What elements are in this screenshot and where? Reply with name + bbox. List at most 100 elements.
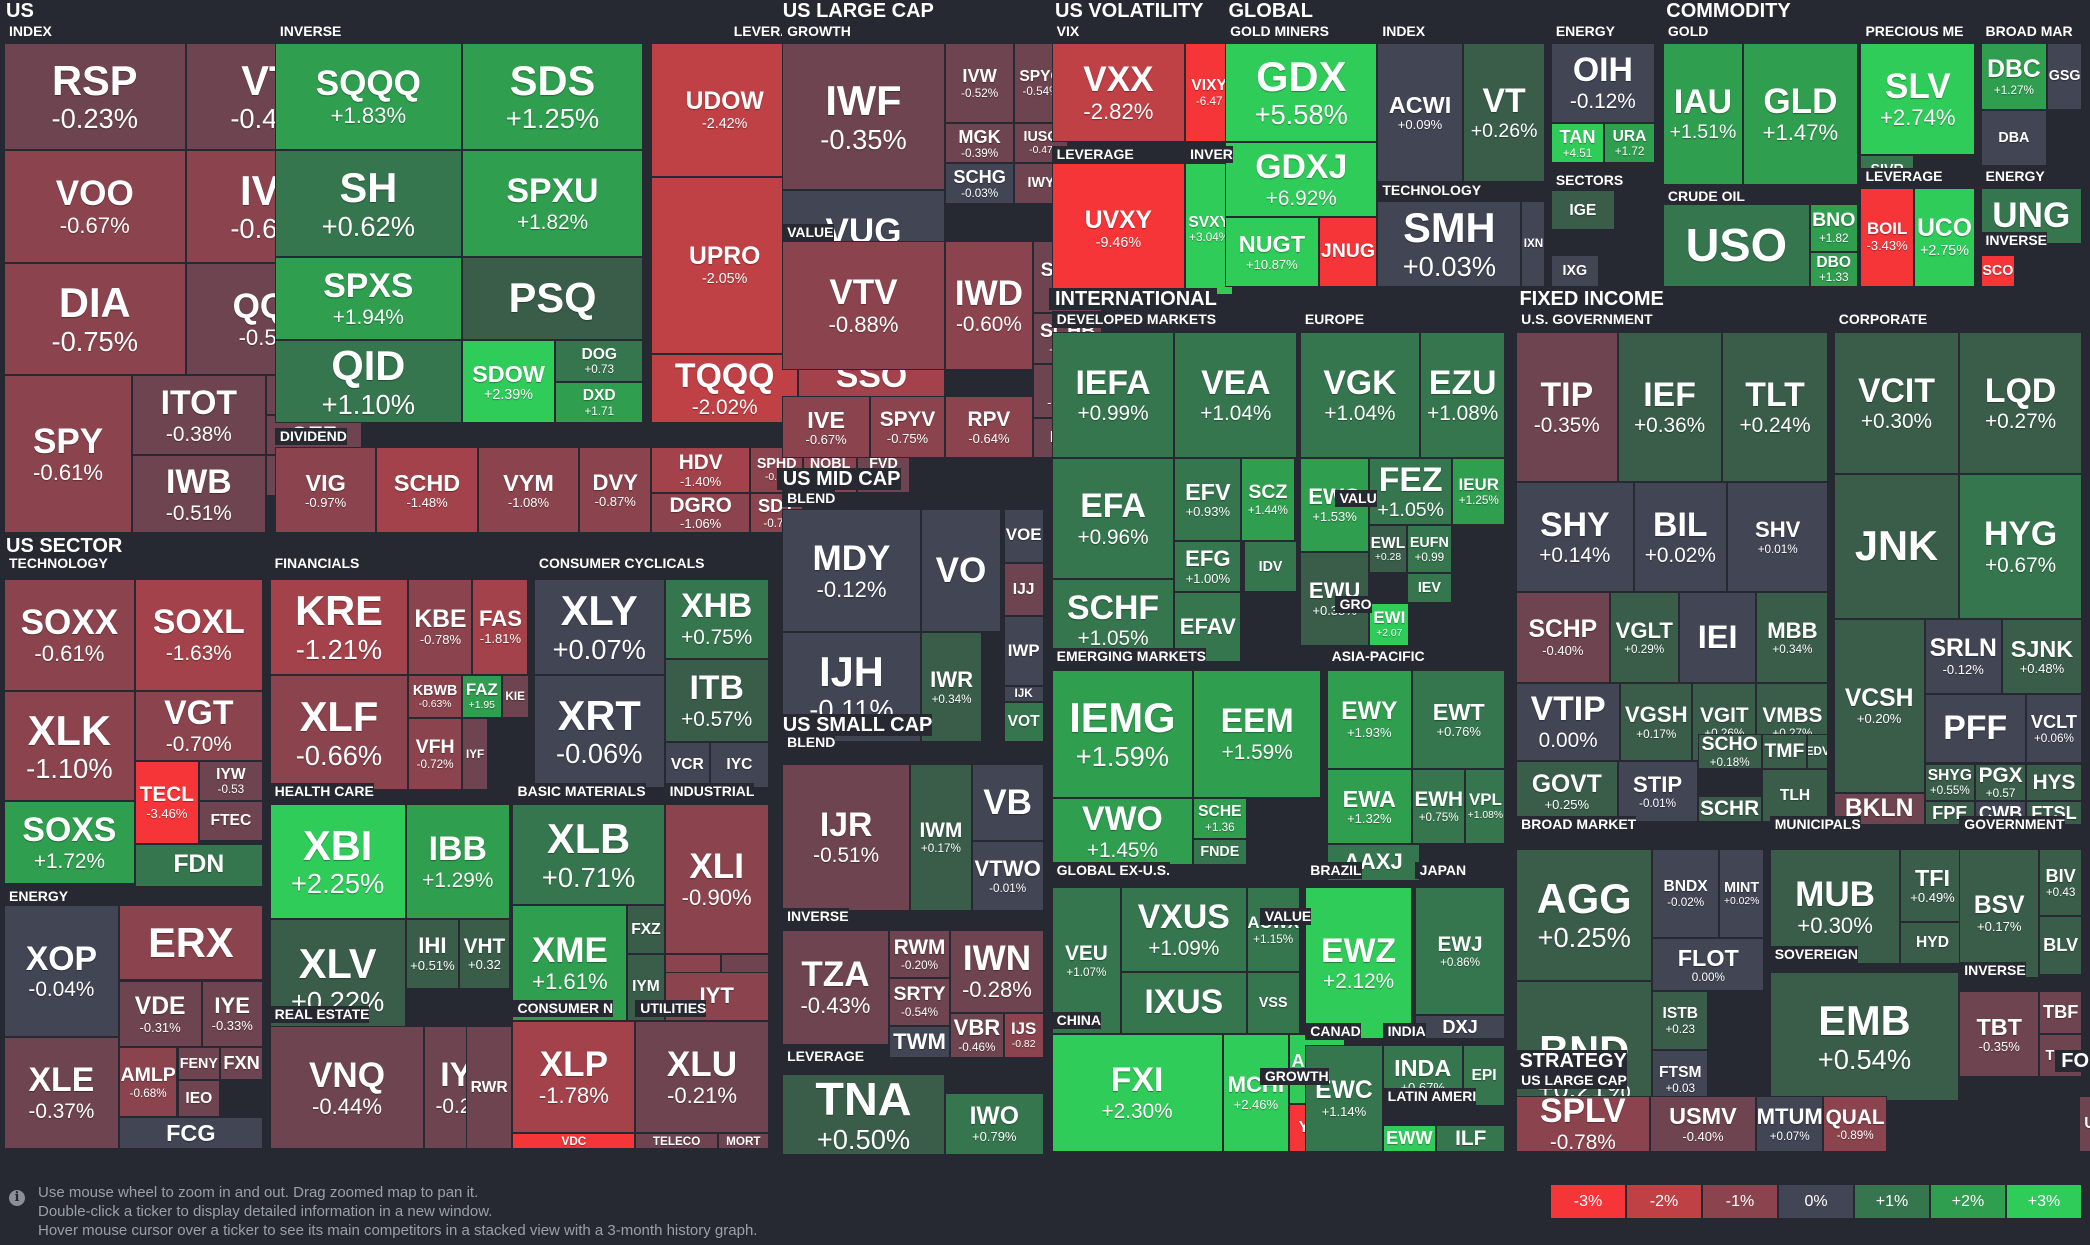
ticker-tile-sqqq[interactable]: SQQQ +1.83% (274, 42, 462, 151)
ticker-tile-ijk[interactable]: IJK (1003, 685, 1044, 702)
ticker-tile-scz[interactable]: SCZ +1.44% (1241, 458, 1295, 542)
ticker-tile-tlt[interactable]: TLT +0.24% (1721, 332, 1829, 483)
ticker-tile-kre[interactable]: KRE -1.21% (269, 578, 409, 676)
ticker-tile-iwp[interactable]: IWP (1003, 616, 1044, 686)
ticker-tile-dvy[interactable]: DVY -0.87% (579, 447, 652, 534)
group-label[interactable]: VALU (1334, 490, 1377, 507)
ticker-tile-rwr[interactable]: RWR (465, 1026, 513, 1150)
ticker-tile-dgro[interactable]: DGRO -1.06% (651, 492, 751, 534)
group-label[interactable]: BLEND (782, 490, 836, 507)
group-label[interactable]: INVERSE (1980, 232, 2048, 249)
ticker-tile-tecl[interactable]: TECL -3.46% (134, 760, 199, 844)
ticker-tile-vixy[interactable]: VIXY -6.47 (1185, 42, 1234, 142)
group-label[interactable]: UTILITIES (635, 1000, 707, 1017)
group-label[interactable]: LEVERAGE (1051, 146, 1134, 163)
ticker-tile-tbf[interactable]: TBF (2039, 991, 2082, 1035)
group-label[interactable]: BASIC MATERIALS (512, 783, 646, 800)
etf-heatmap[interactable]: RSP -0.23% VTI -0.44% VOO -0.67% IVV -0.63% DIA -… (0, 0, 2090, 1160)
section-us-volatility[interactable]: US VOLATILITY (1049, 0, 1204, 22)
ticker-tile-tqqq[interactable]: TQQQ -2.02% (651, 353, 799, 424)
ticker-tile-iemg[interactable]: IEMG +1.59% (1051, 669, 1194, 799)
ticker-tile-ewj[interactable]: EWJ +0.86% (1414, 886, 1506, 1016)
ticker-tile-flot[interactable]: FLOT 0.00% (1652, 937, 1765, 992)
ticker-tile-ijs[interactable]: IJS -0.82 (1003, 1012, 1044, 1059)
ticker-tile-iefa[interactable]: IEFA +0.99% (1051, 332, 1175, 459)
ticker-tile-tan[interactable]: TAN +4.51 (1550, 123, 1605, 164)
group-label[interactable]: LEVERAGE (782, 1048, 865, 1065)
ticker-tile-sjnk[interactable]: SJNK +0.48% (2001, 618, 2082, 694)
ticker-tile-xop[interactable]: XOP -0.04% (4, 905, 119, 1037)
ticker-tile-lqd[interactable]: LQD +0.27% (1959, 332, 2082, 475)
ticker-tile-schr[interactable]: SCHR (1697, 795, 1762, 823)
ticker-tile-dba[interactable]: DBA (1980, 109, 2048, 167)
group-label[interactable]: GOLD MINERS (1225, 23, 1329, 40)
group-label[interactable]: BLEND (782, 734, 836, 751)
ticker-tile-ftec[interactable]: FTEC (198, 801, 263, 842)
ticker-tile-vde[interactable]: VDE -0.31% (118, 980, 202, 1048)
group-label[interactable]: DIVIDEND (274, 428, 347, 445)
ticker-tile-ive[interactable]: IVE -0.67% (782, 396, 871, 459)
section-us-large-cap[interactable]: US LARGE CAP (776, 0, 934, 22)
section-international[interactable]: INTERNATIONAL (1049, 288, 1217, 310)
ticker-tile-iyf[interactable]: IYF (461, 717, 489, 791)
ticker-tile-biv[interactable]: BIV +0.43 (2039, 849, 2082, 917)
ticker-tile-pgx[interactable]: PGX +0.57 (1975, 763, 2026, 801)
ticker-tile-ibb[interactable]: IBB +1.29% (405, 803, 510, 919)
ticker-tile-splv[interactable]: SPLV -0.78% (1516, 1095, 1650, 1152)
ticker-tile-tza[interactable]: TZA -0.43% (782, 929, 889, 1045)
ticker-tile-ijr[interactable]: IJR -0.51% (782, 763, 911, 911)
group-label[interactable]: CHINA (1051, 1012, 1102, 1029)
group-label[interactable]: INVERSE (274, 23, 342, 40)
ticker-tile-ezu[interactable]: EZU +1.08% (1420, 332, 1506, 459)
ticker-tile-tmf[interactable]: TMF (1761, 734, 1808, 769)
ticker-tile-dbo[interactable]: DBO +1.33 (1809, 251, 1858, 287)
ticker-tile-ewy[interactable]: EWY +1.93% (1326, 669, 1412, 769)
ticker-tile-ewz[interactable]: EWZ +2.12% (1305, 886, 1412, 1040)
ticker-tile-spy[interactable]: SPY -0.61% (4, 375, 133, 534)
ticker-tile-ijj[interactable]: IJJ (1003, 562, 1044, 617)
ticker-tile-idv[interactable]: IDV (1243, 541, 1298, 593)
ticker-tile-acwi[interactable]: ACWI +0.09% (1377, 42, 1463, 183)
group-label[interactable]: LATIN AMERI (1382, 1088, 1477, 1105)
ticker-tile-xbi[interactable]: XBI +2.25% (269, 803, 406, 919)
ticker-tile-schg[interactable]: SCHG -0.03% (944, 163, 1015, 204)
ticker-tile-rsp[interactable]: RSP -0.23% (4, 42, 186, 151)
ticker-tile-edv[interactable]: EDV (1807, 734, 1829, 769)
ticker-tile-fpe[interactable]: FPE (1924, 801, 1976, 826)
ticker-tile-ura[interactable]: URA +1.72 (1604, 123, 1655, 164)
ticker-tile-spyv[interactable]: SPYV -0.75% (870, 396, 945, 459)
ticker-tile-teleco[interactable]: TELECO (635, 1133, 718, 1150)
ticker-tile-rpv[interactable]: RPV -0.64% (944, 396, 1033, 459)
ticker-tile-vnq[interactable]: VNQ -0.44% (269, 1026, 425, 1150)
ticker-tile-qid[interactable]: QID +1.10% (274, 340, 462, 424)
ticker-tile-ieo[interactable]: IEO (177, 1079, 221, 1118)
group-label[interactable]: CONSUMER CYCLICALS (533, 555, 705, 572)
ticker-tile-agg[interactable]: AGG +0.25% (1516, 849, 1653, 981)
ticker-tile-xly[interactable]: XLY +0.07% (533, 578, 665, 676)
ticker-tile-iyw[interactable]: IYW -0.53 (198, 760, 263, 801)
ticker-tile-itot[interactable]: ITOT -0.38% (132, 375, 266, 456)
ticker-tile-iwm[interactable]: IWM +0.17% (910, 763, 972, 911)
section-global[interactable]: GLOBAL (1222, 0, 1313, 22)
ticker-tile-mdy[interactable]: MDY -0.12% (782, 509, 921, 633)
ticker-tile-xle[interactable]: XLE -0.37% (4, 1036, 119, 1150)
group-label[interactable]: VIX (1051, 23, 1080, 40)
ticker-tile-mort[interactable]: MORT (718, 1133, 769, 1150)
section-commodity[interactable]: COMMODITY (1660, 0, 1791, 22)
ticker-tile-ewa[interactable]: EWA +1.32% (1326, 768, 1412, 844)
ticker-tile-srln[interactable]: SRLN -0.12% (1924, 618, 2002, 694)
ticker-tile-emb[interactable]: EMB +0.54% (1769, 972, 1960, 1102)
ticker-tile-uup[interactable]: UUP (2079, 1095, 2090, 1152)
ticker-tile-xli[interactable]: XLI -0.90% (664, 803, 769, 954)
group-label[interactable]: ASIA-PACIFIC (1326, 648, 1425, 665)
ticker-tile-fdn[interactable]: FDN (134, 843, 263, 887)
group-label[interactable]: U.S. GOVERNMENT (1516, 311, 1653, 328)
ticker-tile-fcg[interactable]: FCG (118, 1117, 263, 1150)
ticker-tile-ewl[interactable]: EWL +0.28 (1369, 525, 1407, 574)
group-label[interactable]: TECHNOLOGY (4, 555, 108, 572)
ticker-tile-vpl[interactable]: VPL +1.08% (1465, 768, 1506, 844)
ticker-tile-eem[interactable]: EEM +1.59% (1193, 669, 1322, 799)
section-for[interactable]: FOR (2055, 1050, 2090, 1072)
ticker-tile-iwf[interactable]: IWF -0.35% (782, 42, 945, 191)
ticker-tile-scho[interactable]: SCHO +0.18% (1697, 734, 1762, 769)
